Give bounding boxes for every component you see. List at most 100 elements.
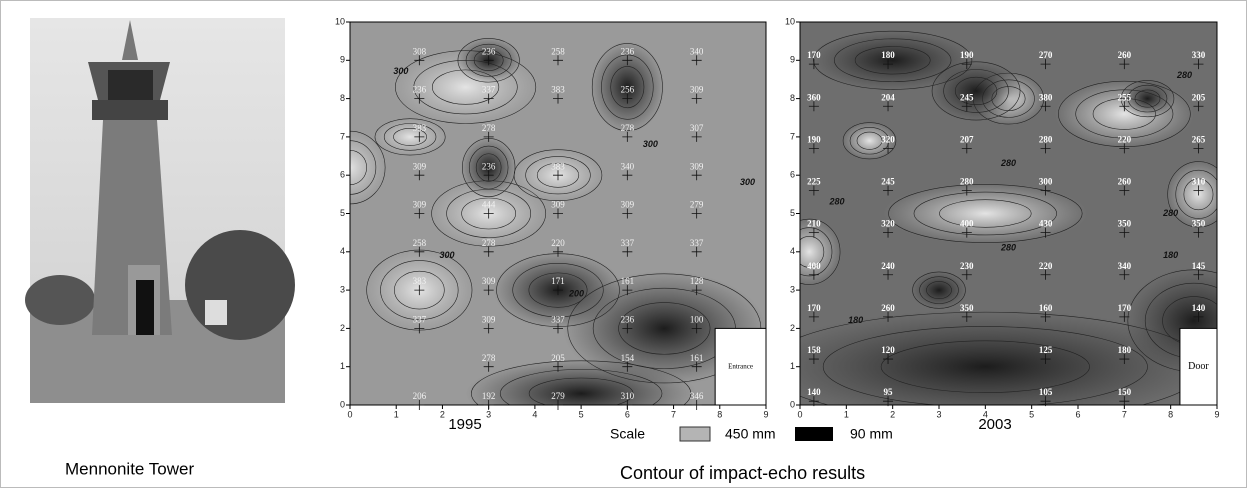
point-value: 170 [807, 303, 821, 313]
measure-point [1040, 354, 1051, 365]
contour-line [374, 118, 446, 156]
contour-line [954, 76, 998, 106]
x-tick-label: 3 [936, 409, 941, 419]
point-value: 310 [621, 391, 635, 401]
point-value: 220 [1118, 134, 1132, 144]
y-tick-label: 6 [790, 170, 795, 180]
measure-point [691, 361, 702, 372]
point-value: 383 [413, 123, 427, 133]
point-value: 236 [482, 46, 496, 56]
scale-light-label: 450 mm [725, 426, 776, 442]
measure-point [808, 227, 819, 238]
contour-region [465, 359, 697, 405]
measure-point [483, 285, 494, 296]
measure-point [1119, 269, 1130, 280]
point-value: 210 [807, 219, 821, 229]
contour-line [475, 153, 502, 182]
point-value: 236 [621, 314, 635, 324]
point-value: 280 [1039, 134, 1053, 144]
point-value: 279 [690, 200, 704, 210]
measure-point [883, 101, 894, 112]
point-value: 204 [881, 92, 895, 102]
contour-line [394, 270, 445, 310]
contour-line [888, 184, 1083, 243]
measure-point [483, 170, 494, 181]
point-value: 255 [1118, 92, 1132, 102]
x-tick-label: 3 [486, 409, 491, 419]
measure-point [414, 323, 425, 334]
measure-point [691, 55, 702, 66]
contour-line [1183, 178, 1214, 211]
point-value: 340 [1118, 261, 1132, 271]
x-tick-label: 5 [579, 409, 584, 419]
measure-point [483, 208, 494, 219]
measure-point [1040, 269, 1051, 280]
measure-point [1193, 227, 1204, 238]
point-value: 180 [881, 50, 895, 60]
x-tick-label: 8 [1168, 409, 1173, 419]
point-value: 309 [413, 161, 427, 171]
measure-point [414, 131, 425, 142]
measure-point [808, 354, 819, 365]
point-value: 192 [482, 391, 496, 401]
point-value: 100 [690, 314, 704, 324]
point-value: 105 [1039, 387, 1053, 397]
measure-point [1119, 185, 1130, 196]
point-value: 337 [482, 85, 496, 95]
measure-point [553, 400, 563, 410]
contour-label: 300 [393, 66, 408, 76]
contour-line [350, 150, 367, 186]
point-value: 260 [1118, 177, 1132, 187]
contour-label: 280 [1176, 70, 1192, 80]
measure-point [808, 59, 819, 70]
contour-line [512, 262, 604, 318]
contour-line [380, 260, 459, 320]
contour-line [591, 43, 663, 132]
point-value: 350 [1118, 219, 1132, 229]
contour-plot: Entrance 0 1 2 3 4 5 6 7 8 9 0 1 2 3 4 5 6 7 8 9 10 308 236 258 2… [335, 16, 769, 433]
point-value: 180 [1118, 345, 1132, 355]
door-box [714, 327, 767, 406]
contour-line [525, 156, 591, 195]
measure-point [1193, 101, 1204, 112]
point-value: 308 [413, 46, 427, 56]
point-value: 309 [690, 161, 704, 171]
contour-label: 280 [829, 196, 845, 206]
point-value: 236 [621, 46, 635, 56]
y-tick-label: 5 [340, 208, 345, 218]
y-tick-label: 2 [790, 323, 795, 333]
point-value: 300 [1039, 177, 1053, 187]
measure-point [808, 143, 819, 154]
photo [25, 18, 295, 403]
contour-line [919, 276, 959, 304]
point-value: 258 [413, 238, 427, 248]
contour-label: 280 [1162, 208, 1178, 218]
y-tick-label: 1 [790, 361, 795, 371]
point-value: 160 [1039, 303, 1053, 313]
point-value: 346 [690, 391, 704, 401]
contour-line [943, 69, 1009, 113]
x-tick-label: 5 [1029, 409, 1034, 419]
x-tick-label: 9 [763, 409, 768, 419]
y-tick-label: 5 [790, 208, 795, 218]
x-tick-label: 0 [797, 409, 802, 419]
point-value: 260 [881, 303, 895, 313]
contour-line [536, 162, 580, 188]
point-value: 309 [413, 200, 427, 210]
y-tick-label: 10 [335, 16, 345, 26]
measure-point [1040, 311, 1051, 322]
measure-point [553, 361, 563, 372]
door-label: Door [1188, 361, 1209, 372]
point-value: 309 [482, 314, 496, 324]
point-value: 400 [960, 219, 974, 229]
y-tick-label: 2 [340, 323, 345, 333]
measure-point [1040, 59, 1051, 70]
point-value: 205 [551, 353, 565, 363]
measure-point [553, 285, 563, 296]
y-tick-label: 9 [790, 55, 795, 65]
contour-line [618, 302, 711, 355]
contour-region [1166, 159, 1217, 229]
measure-point [691, 285, 702, 296]
measure-point [1119, 101, 1130, 112]
contour-line [842, 122, 897, 160]
